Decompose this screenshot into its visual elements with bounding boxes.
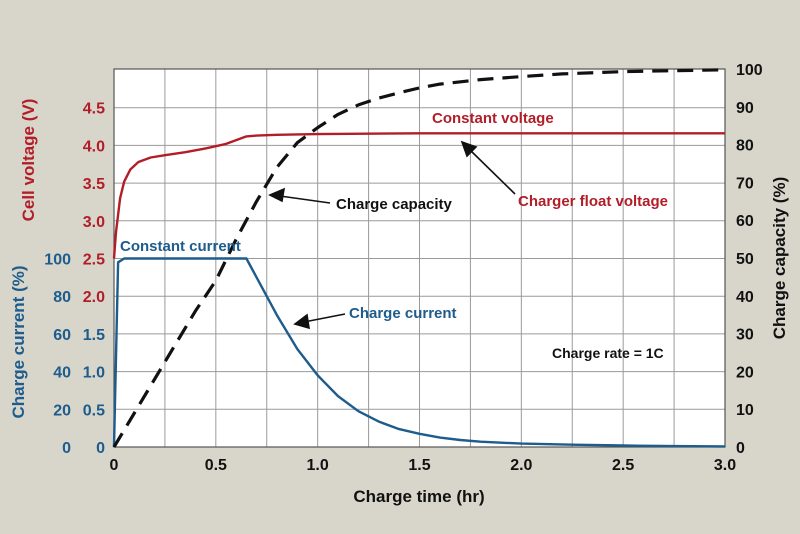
y-axis-label-capacity: Charge capacity (%) [770,177,789,340]
arrow-charger-float [469,149,516,195]
y-tick-label-capacity: 10 [736,402,754,419]
y-tick-label-voltage: 2.0 [83,289,105,306]
y-tick-label-capacity: 20 [736,364,754,381]
x-tick-label: 2.5 [612,457,634,474]
y-tick-label-voltage-low: 0 [96,440,105,457]
y-tick-label-current: 60 [53,327,71,344]
series-layer [112,68,726,448]
x-tick-label: 3.0 [714,457,736,474]
x-tick-label: 1.0 [307,457,329,474]
series-voltage-line [112,132,725,259]
y-tick-label-current: 0 [62,440,71,457]
annotation-constant-voltage: Constant voltage [432,110,554,127]
y-tick-label-voltage: 4.5 [83,101,105,118]
series-current-line [112,257,726,448]
y-tick-label-capacity: 60 [736,213,754,230]
y-tick-label-current: 100 [44,252,71,269]
arrow-charge-capacity [279,195,331,204]
annotation-charge-rate: Charge rate = 1C [552,345,664,361]
grid [114,69,725,447]
y-tick-label-voltage: 2.5 [83,252,105,269]
x-tick-label: 2.0 [510,457,532,474]
arrowhead-charger-float [460,140,478,158]
y-tick-label-voltage: 4.0 [83,138,105,155]
y-tick-label-voltage: 3.5 [83,176,105,193]
y-tick-label-current: 20 [53,402,71,419]
y-tick-label-voltage: 3.0 [83,214,105,231]
y-tick-label-current: 80 [53,289,71,306]
y-tick-label-capacity: 30 [736,327,754,344]
y-tick-label-voltage-low: 0.5 [83,402,105,419]
y-tick-label-capacity: 0 [736,440,745,457]
y-axis-label-current: Charge current (%) [9,265,28,418]
annotation-charger-float-voltage: Charger float voltage [518,193,668,210]
annotation-arrows [268,140,516,330]
y-tick-label-capacity: 80 [736,138,754,155]
x-tick-label: 1.5 [408,457,430,474]
x-axis-label: Charge time (hr) [353,487,484,506]
y-tick-label-voltage-low: 1.5 [83,327,105,344]
annotation-constant-current: Constant current [120,238,241,255]
y-tick-label-capacity: 50 [736,251,754,268]
arrow-charge-current [303,313,346,323]
y-tick-label-capacity: 90 [736,100,754,117]
arrowhead-charge-capacity [268,187,286,203]
y-tick-label-capacity: 100 [736,62,763,79]
y-axis-label-voltage: Cell voltage (V) [19,99,38,222]
y-tick-label-capacity: 70 [736,175,754,192]
x-tick-label: 0.5 [205,457,227,474]
y-tick-label-capacity: 40 [736,289,754,306]
annotation-charge-current: Charge current [349,305,457,322]
y-tick-label-voltage-low: 1.0 [83,365,105,382]
arrowhead-charge-current [293,313,310,330]
annotation-charge-capacity: Charge capacity [336,196,453,213]
series-capacity-line [112,68,726,448]
ticks-layer: 0 0.5 1.0 1.5 2.0 2.5 3.0 2.0 2.5 3.0 3.5 4.0 4.5 0 0.… [44,62,763,474]
y-tick-label-current: 40 [53,365,71,382]
x-tick-label: 0 [110,457,119,474]
